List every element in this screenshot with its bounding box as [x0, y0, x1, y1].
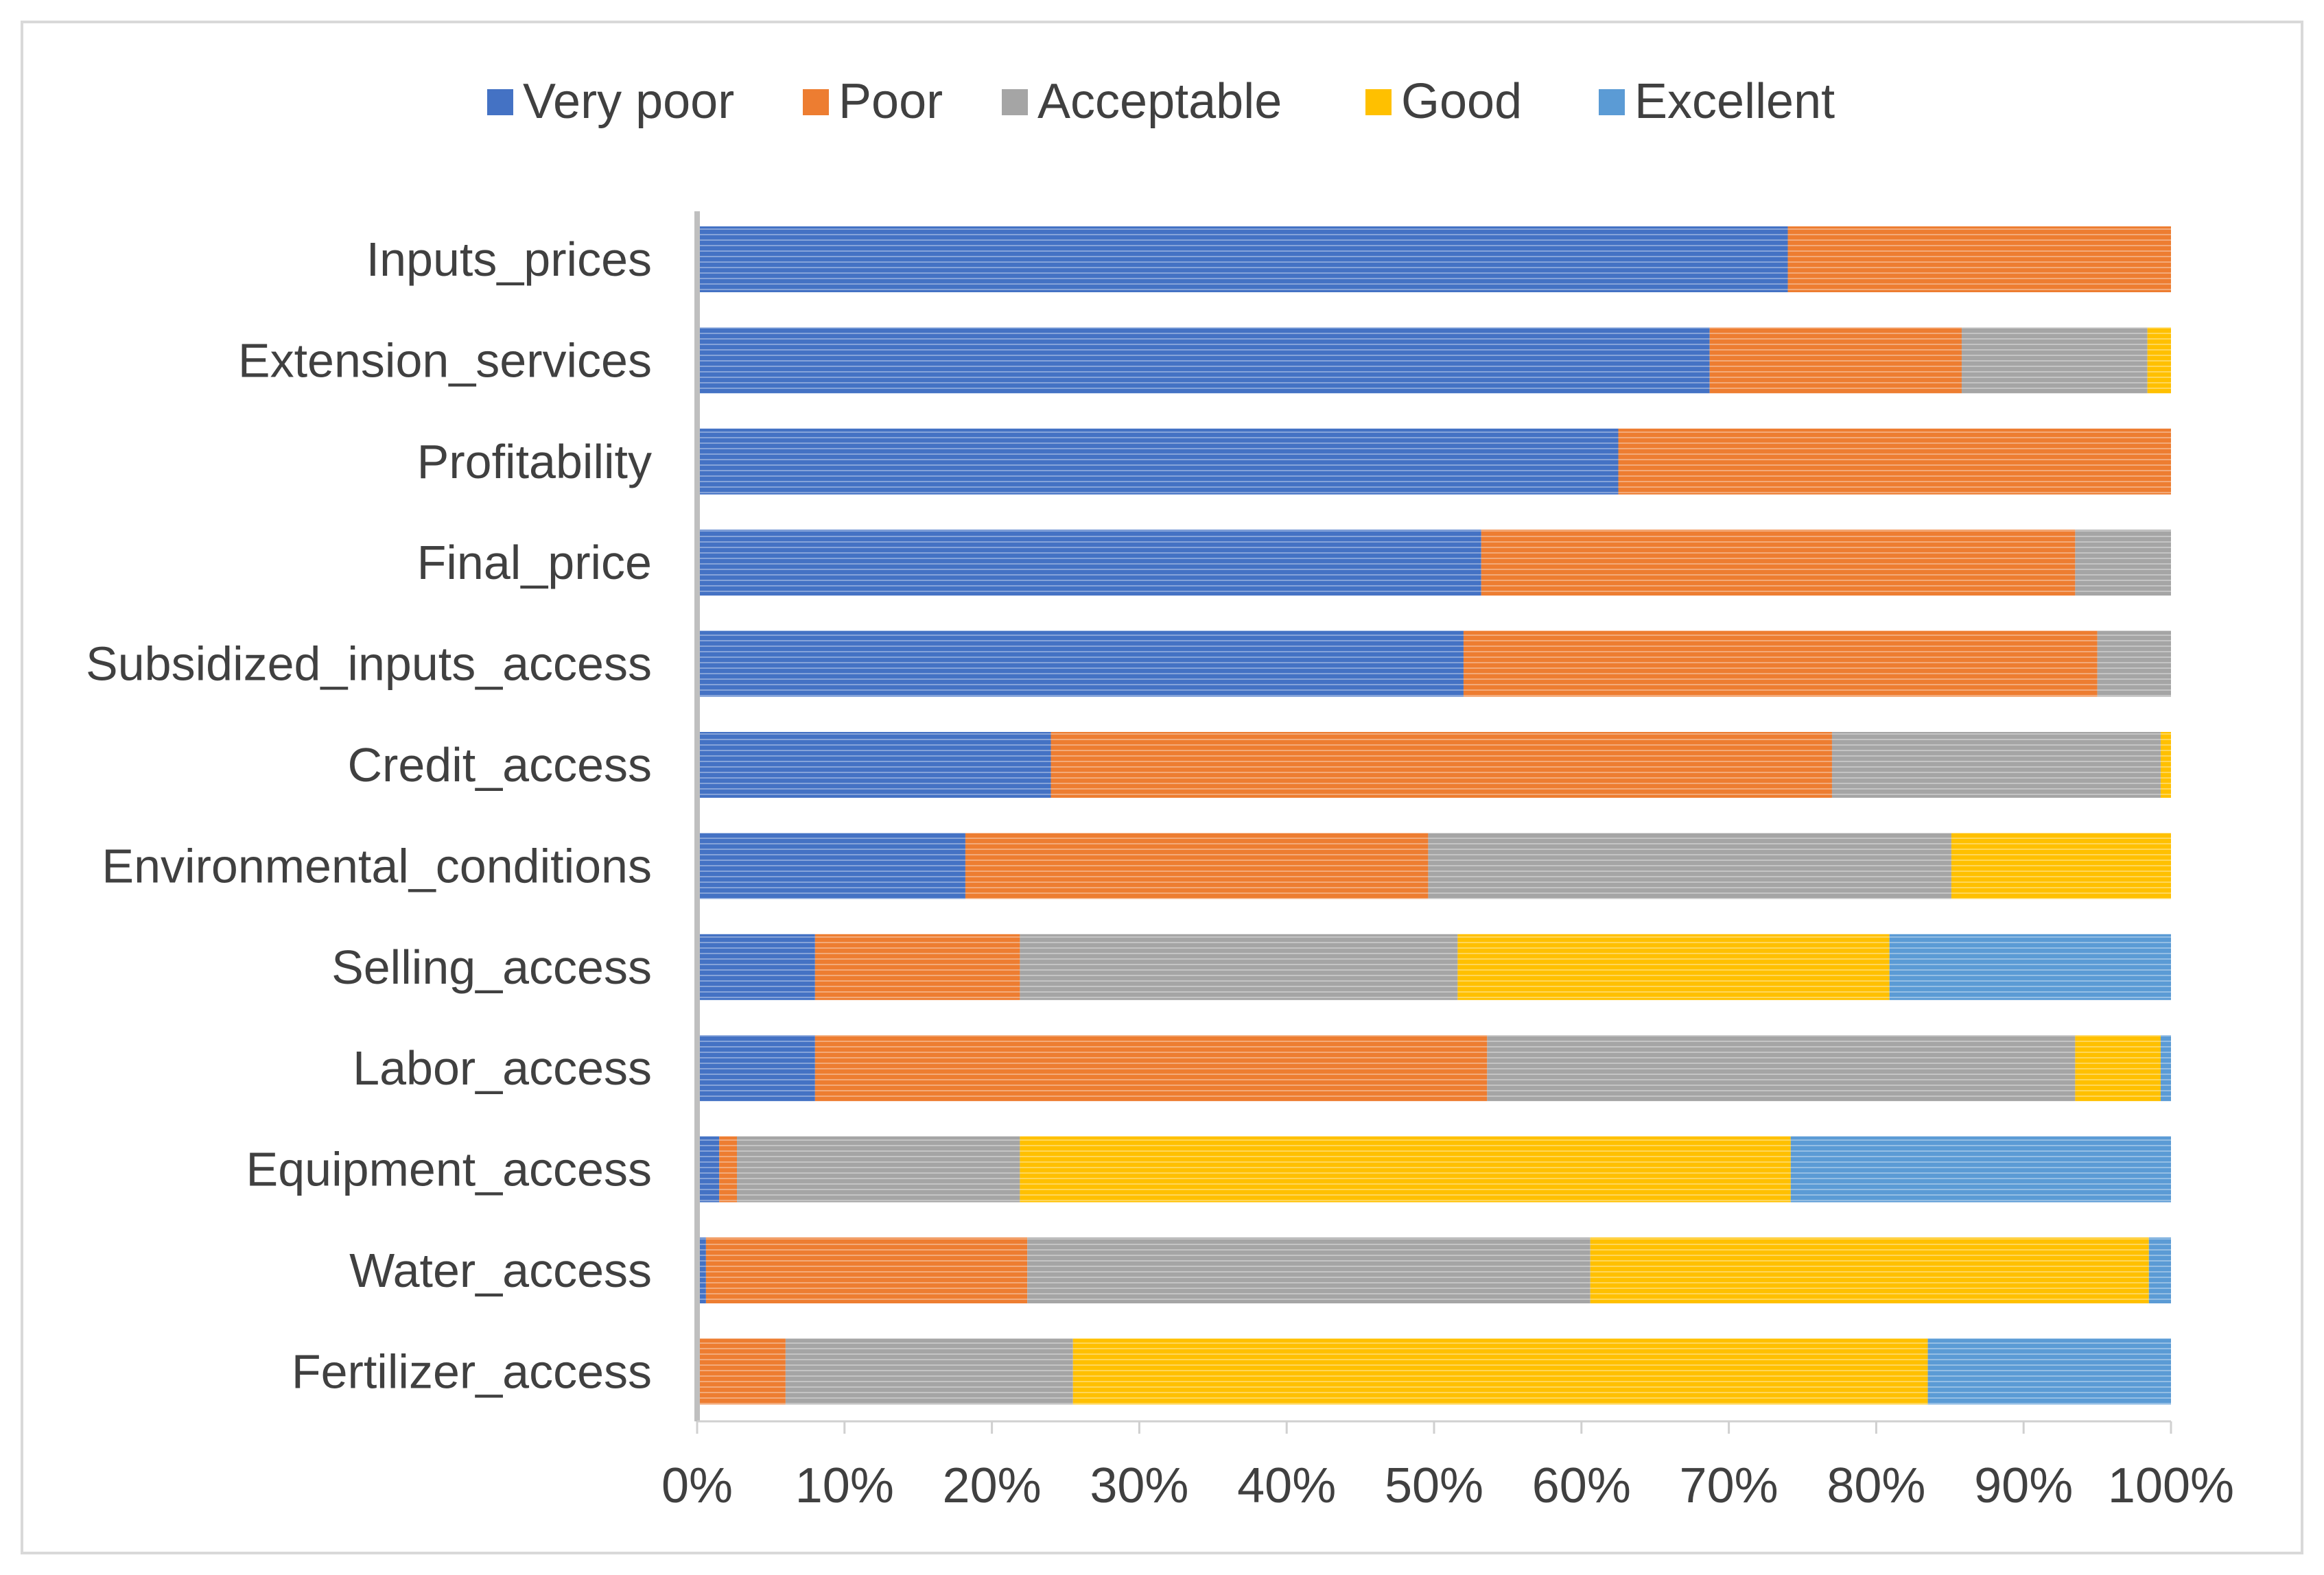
category-label-water-access: Water_access	[349, 1244, 652, 1297]
category-labels: Inputs_prices Extension_services Profitabi…	[86, 233, 652, 1398]
category-label-final-price: Final_price	[417, 536, 652, 589]
bar-stripes-water-access-poor	[705, 1238, 1028, 1303]
bar-stripes-extension-services-good	[2147, 327, 2171, 394]
bar-stripes-environmental-conditions-acceptable	[1428, 833, 1951, 899]
category-label-selling-access: Selling_access	[331, 940, 652, 994]
bar-stripes-equipment-access-very-poor	[697, 1136, 720, 1203]
chart-legend: Very poor Poor Acceptable Good Excellent	[487, 74, 1835, 129]
bar-stripes-selling-access-excellent	[1889, 934, 2171, 1000]
bar-stripes-labor-access-excellent	[2160, 1035, 2171, 1102]
bar-stripes-final-price-very-poor	[697, 530, 1481, 596]
bar-stripes-selling-access-very-poor	[697, 934, 815, 1000]
x-tick-label: 90%	[1974, 1458, 2073, 1513]
x-tick-label: 80%	[1827, 1458, 1925, 1513]
axes: 0% 10% 20% 30% 40% 50% 60% 70% 80% 90% 100%	[661, 211, 2234, 1513]
bar-stripes-inputs-prices-poor	[1787, 226, 2171, 292]
x-tick-label: 20%	[943, 1458, 1042, 1513]
category-label-subsidized-inputs-access: Subsidized_inputs_access	[86, 637, 652, 691]
bar-stripes-credit-access-acceptable	[1831, 732, 2161, 798]
x-tick-label: 0%	[661, 1458, 733, 1513]
category-label-inputs-prices: Inputs_prices	[366, 233, 652, 286]
bar-stripes-extension-services-poor	[1709, 327, 1962, 394]
legend-swatch-acceptable	[1002, 89, 1028, 115]
legend-label-excellent: Excellent	[1634, 74, 1835, 129]
bars-group	[697, 226, 2171, 1405]
bar-stripes-labor-access-acceptable	[1487, 1035, 2076, 1102]
bar-stripes-labor-access-good	[2075, 1035, 2161, 1102]
category-label-profitability: Profitability	[417, 435, 652, 488]
bar-stripes-subsidized-inputs-access-very-poor	[697, 630, 1464, 697]
category-label-credit-access: Credit_access	[347, 738, 652, 792]
bar-stripes-profitability-very-poor	[697, 428, 1619, 495]
bar-stripes-credit-access-poor	[1051, 732, 1832, 798]
x-tick-label: 100%	[2108, 1458, 2234, 1513]
bar-stripes-water-access-excellent	[2148, 1238, 2171, 1303]
bar-stripes-fertilizer-access-excellent	[1927, 1338, 2171, 1405]
bar-stripes-water-access-acceptable	[1027, 1238, 1591, 1303]
bar-stripes-selling-access-poor	[814, 934, 1020, 1000]
bar-stripes-environmental-conditions-good	[1951, 833, 2171, 899]
bar-stripes-equipment-access-acceptable	[736, 1136, 1020, 1203]
legend-label-good: Good	[1401, 74, 1522, 129]
x-tick-label: 70%	[1680, 1458, 1779, 1513]
bar-stripes-final-price-acceptable	[2075, 530, 2171, 596]
x-tick-label: 30%	[1090, 1458, 1188, 1513]
bar-stripes-credit-access-very-poor	[697, 732, 1051, 798]
x-tick-label: 40%	[1237, 1458, 1336, 1513]
bar-stripes-credit-access-good	[2160, 732, 2171, 798]
legend-swatch-poor	[803, 89, 829, 115]
legend-swatch-good	[1365, 89, 1392, 115]
bar-stripes-extension-services-very-poor	[697, 327, 1710, 394]
bar-stripes-inputs-prices-very-poor	[697, 226, 1788, 292]
bar-stripes-water-access-good	[1590, 1238, 2149, 1303]
bar-stripes-labor-access-very-poor	[697, 1035, 815, 1102]
bar-stripes-labor-access-poor	[814, 1035, 1488, 1102]
bar-stripes-equipment-access-excellent	[1790, 1136, 2171, 1203]
category-label-fertilizer-access: Fertilizer_access	[292, 1345, 652, 1398]
legend-swatch-excellent	[1599, 89, 1625, 115]
category-label-environmental-conditions: Environmental_conditions	[102, 839, 652, 892]
x-tick-label: 60%	[1532, 1458, 1631, 1513]
bar-stripes-fertilizer-access-poor	[697, 1338, 786, 1405]
legend-swatch-very-poor	[487, 89, 513, 115]
bar-stripes-fertilizer-access-good	[1072, 1338, 1928, 1405]
bar-stripes-extension-services-acceptable	[1961, 327, 2148, 394]
bar-stripes-environmental-conditions-very-poor	[697, 833, 965, 899]
legend-label-poor: Poor	[838, 74, 943, 129]
bar-stripes-environmental-conditions-poor	[965, 833, 1429, 899]
bar-stripes-equipment-access-good	[1020, 1136, 1791, 1203]
bar-stripes-selling-access-good	[1457, 934, 1890, 1000]
bar-stripes-subsidized-inputs-access-acceptable	[2097, 630, 2171, 697]
bar-stripes-subsidized-inputs-access-poor	[1463, 630, 2098, 697]
category-label-equipment-access: Equipment_access	[246, 1143, 652, 1196]
bar-stripes-equipment-access-poor	[719, 1136, 737, 1203]
bar-stripes-final-price-poor	[1481, 530, 2076, 596]
legend-label-acceptable: Acceptable	[1037, 74, 1282, 129]
category-label-extension-services: Extension_services	[238, 333, 652, 387]
x-tick-label: 10%	[795, 1458, 894, 1513]
bar-stripes-profitability-poor	[1618, 428, 2171, 495]
legend-label-very-poor: Very poor	[523, 74, 734, 129]
x-tick-label: 50%	[1385, 1458, 1483, 1513]
bar-stripes-fertilizer-access-acceptable	[785, 1338, 1073, 1405]
category-label-labor-access: Labor_access	[353, 1041, 652, 1095]
bar-stripes-selling-access-acceptable	[1020, 934, 1458, 1000]
